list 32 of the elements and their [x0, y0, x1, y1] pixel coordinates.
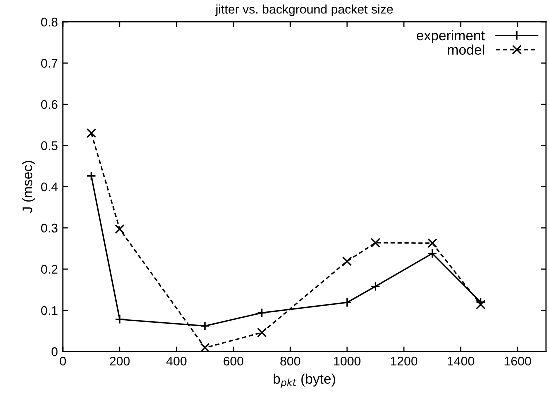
x-tick-label: 200	[110, 356, 130, 366]
y-axis-title: J (msec)	[22, 161, 36, 214]
x-tick-label: 800	[280, 356, 300, 366]
y-tick-label: 0.3	[41, 224, 58, 233]
y-tick-label: 0.5	[41, 142, 58, 150]
point	[200, 343, 210, 352]
point	[370, 238, 381, 248]
point	[115, 224, 125, 234]
y-tick-label: 0.4	[41, 182, 58, 192]
point	[428, 248, 438, 259]
point	[428, 238, 438, 248]
point	[257, 328, 267, 338]
legend-label: model	[448, 44, 484, 55]
y-tick-label: 0.2	[41, 265, 58, 274]
x-tick-label: 0	[60, 356, 66, 366]
y-tick-label: 0.7	[41, 59, 58, 68]
x-tick-label: 1000	[334, 356, 361, 366]
x-tick-label: 1200	[391, 356, 418, 366]
point	[342, 256, 352, 266]
chart-title: jitter vs. background packet size	[215, 4, 394, 16]
x-tick-label: 600	[224, 356, 244, 366]
point	[476, 300, 486, 310]
x-axis-title: b$_{pkt}$ (byte)	[274, 374, 336, 388]
y-tick-label: 0	[52, 348, 58, 356]
legend-label: experiment	[417, 30, 486, 44]
x-tick-label: 400	[166, 356, 187, 366]
y-tick-label: 0.1	[41, 306, 58, 316]
point	[86, 128, 96, 138]
y-tick-label: 0.8	[41, 18, 58, 27]
y-tick-label: 0.6	[41, 100, 58, 110]
x-tick-label: 1400	[448, 356, 474, 366]
x-tick-label: 1600	[504, 356, 532, 366]
